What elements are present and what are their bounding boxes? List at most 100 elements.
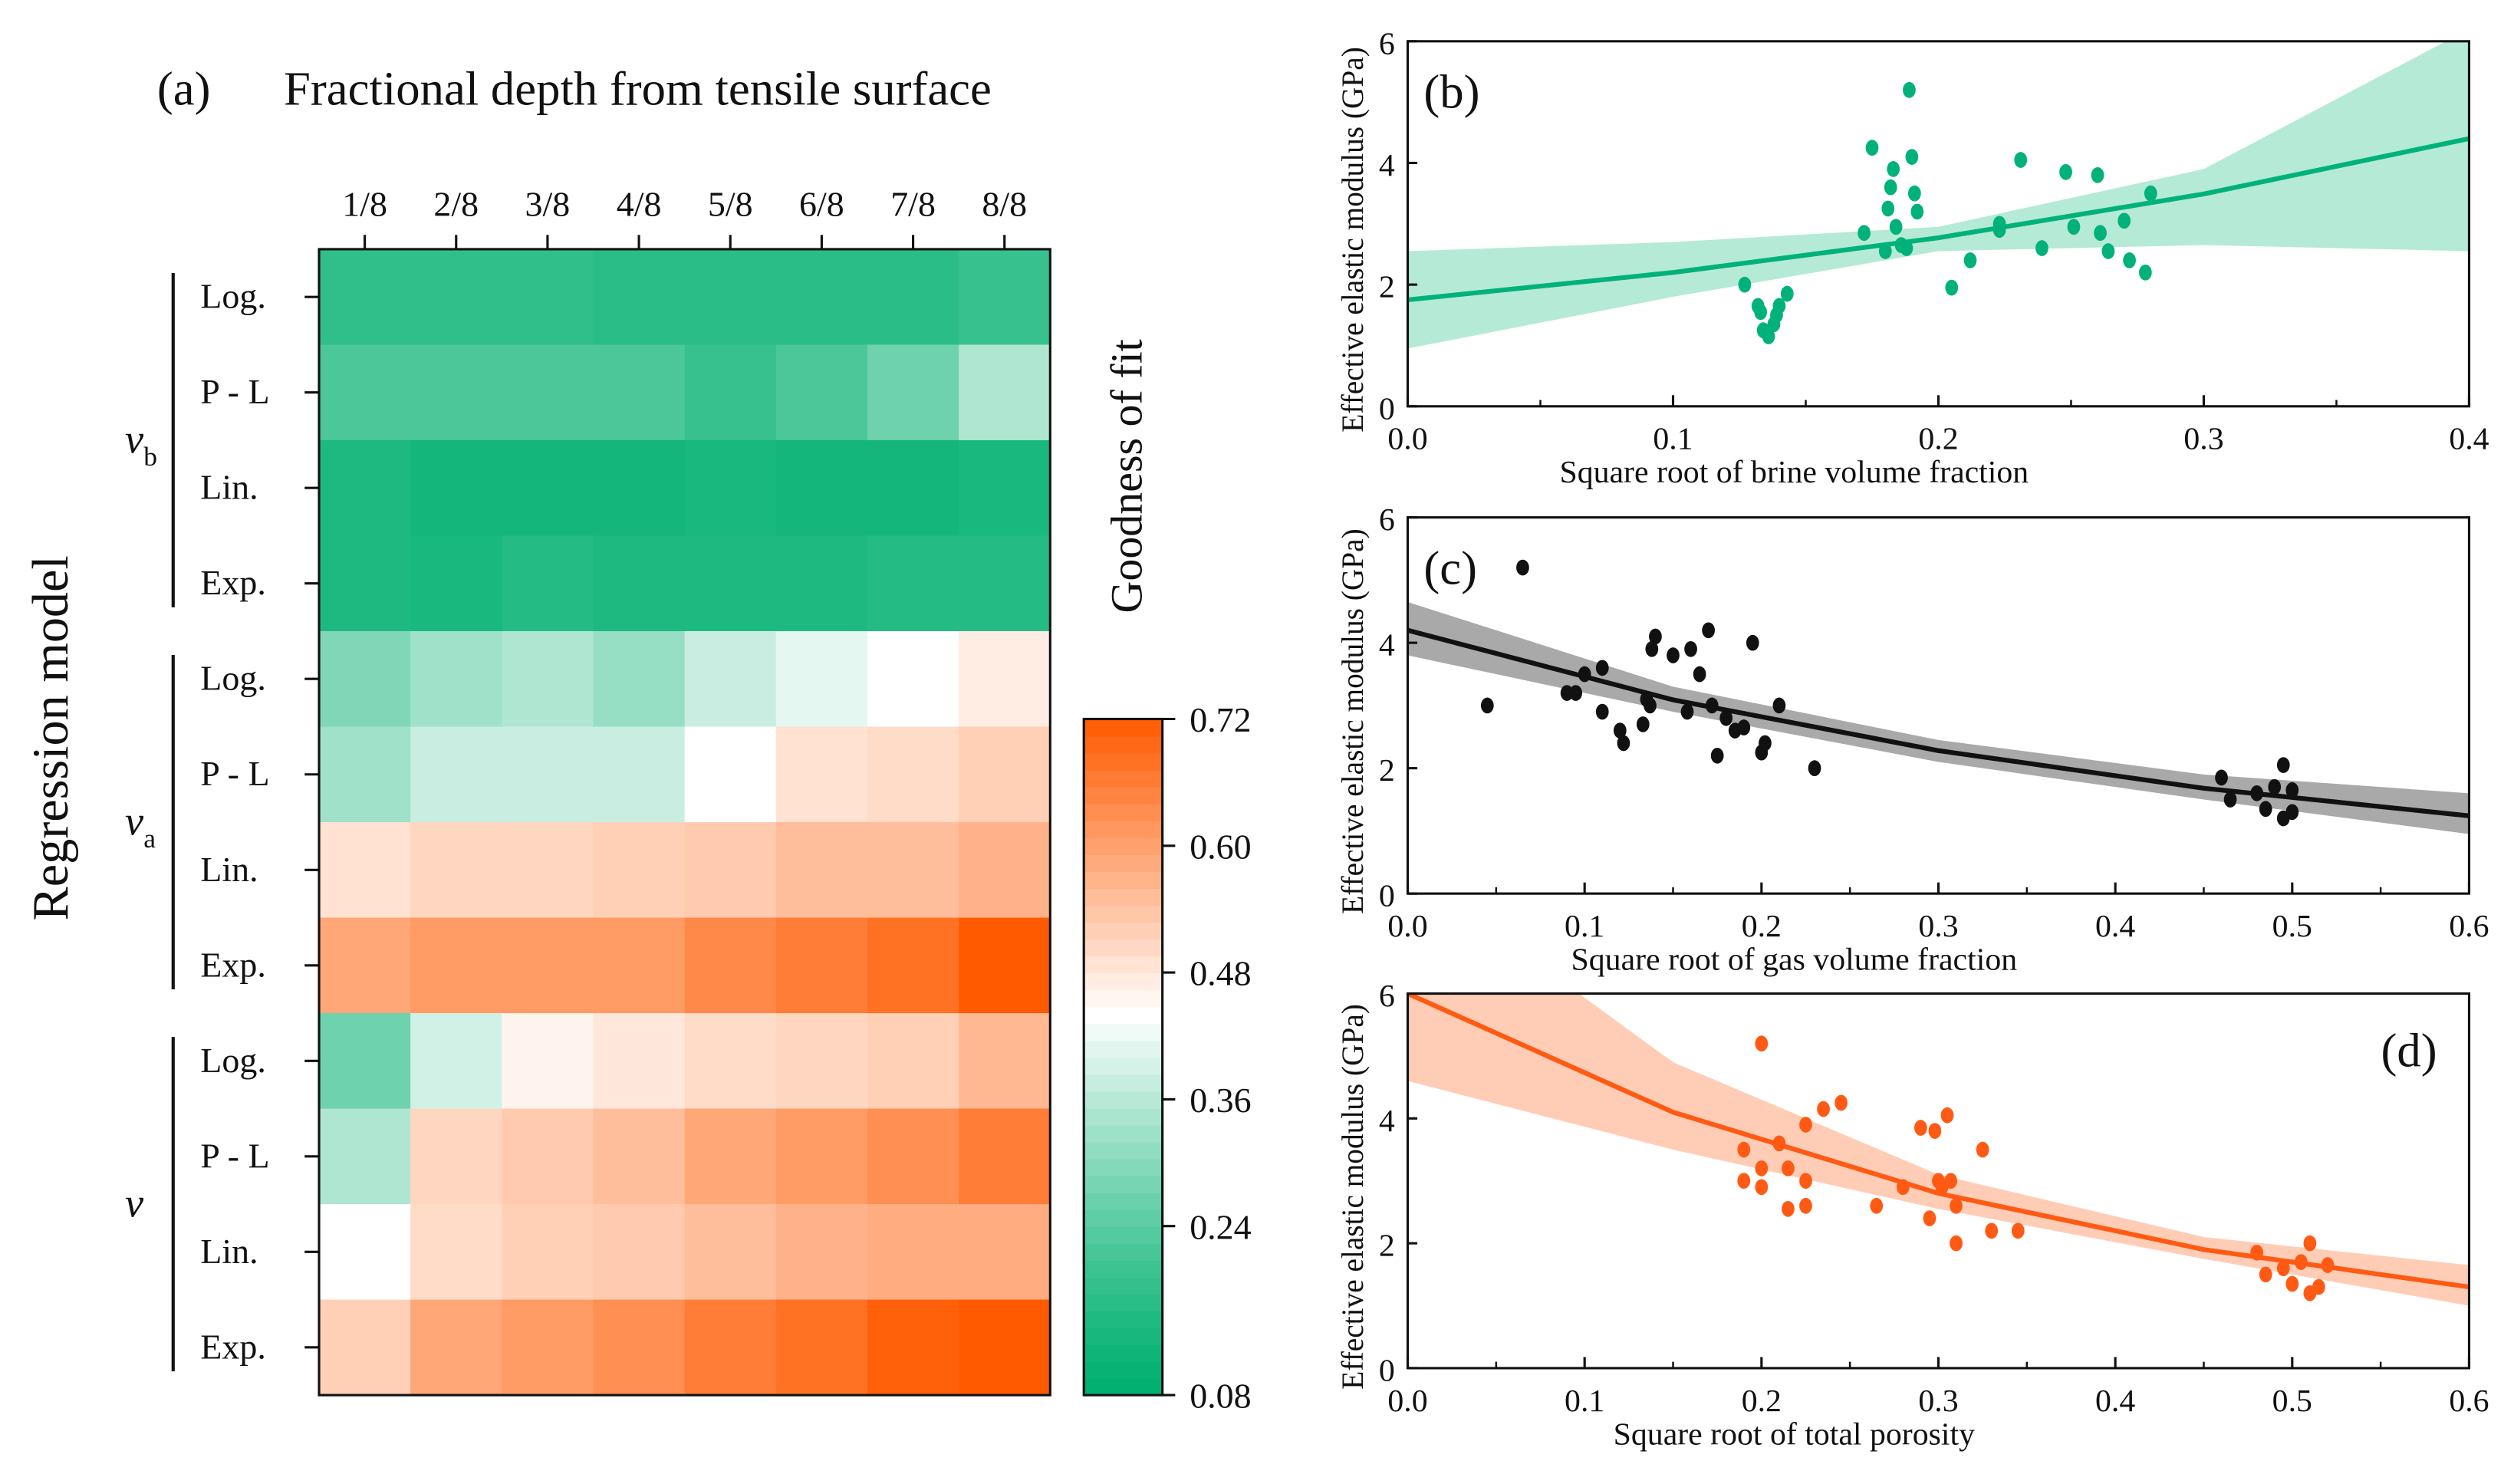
- colorbar-segment: [1084, 939, 1163, 957]
- data-point: [2215, 769, 2228, 786]
- column-tick-label: 3/8: [525, 185, 571, 224]
- group-label: v: [125, 1180, 143, 1226]
- heatmap-cell: [775, 1204, 869, 1301]
- data-point: [1719, 709, 1733, 726]
- data-point: [1914, 1120, 1927, 1136]
- heatmap-cell: [959, 917, 1051, 1015]
- heatmap-cell: [959, 344, 1051, 441]
- data-point: [1737, 719, 1751, 735]
- colorbar-segment: [1084, 1124, 1163, 1143]
- x-tick-label: 0.4: [2095, 908, 2135, 943]
- column-tick-label: 5/8: [708, 185, 753, 224]
- group-label: va: [125, 798, 156, 854]
- heatmap-cell: [502, 630, 594, 728]
- colorbar-segment: [1084, 1226, 1163, 1244]
- fit-curve: [1407, 136, 2470, 303]
- x-tick-label: 0.3: [2183, 421, 2223, 456]
- data-point: [1667, 647, 1680, 663]
- data-point: [2011, 1222, 2025, 1239]
- heatmap-cell: [502, 726, 594, 824]
- colorbar-segment: [1084, 1344, 1163, 1363]
- data-point: [1754, 304, 1768, 321]
- row-tick-label: Lin.: [200, 1232, 258, 1271]
- heatmap-cell: [867, 439, 960, 537]
- data-point: [1985, 1222, 1999, 1239]
- data-point: [1950, 1235, 1963, 1252]
- column-tick-label: 8/8: [982, 185, 1027, 224]
- colorbar-segment: [1084, 786, 1163, 805]
- heatmap-cell: [502, 1299, 594, 1397]
- data-point: [1645, 640, 1659, 657]
- heatmap-cell: [959, 1299, 1051, 1397]
- heatmap-cell: [684, 535, 777, 633]
- data-point: [1636, 716, 1650, 732]
- heatmap-cell: [959, 726, 1051, 824]
- data-point: [1746, 634, 1759, 651]
- heatmap-cell: [502, 1013, 594, 1110]
- heatmap-cell: [684, 630, 777, 728]
- heatmap-cell: [410, 1013, 503, 1110]
- heatmap-cell: [684, 726, 777, 824]
- colorbar-segment: [1084, 1293, 1163, 1311]
- y-tick-label: 0: [1379, 1353, 1395, 1388]
- data-point: [2067, 219, 2081, 235]
- data-point: [2059, 164, 2072, 180]
- scatter-panel-b: 0 2 4 6 0.0 0.1 0.2 0.3 0.4 Square root of brine …: [1336, 26, 2489, 490]
- heatmap-cell: [410, 1108, 503, 1206]
- colorbar-segment: [1084, 1310, 1163, 1328]
- heatmap-cell: [867, 1204, 960, 1301]
- data-point: [1963, 252, 1977, 268]
- data-point: [2123, 252, 2136, 268]
- data-point: [1780, 285, 1794, 302]
- data-point: [1705, 697, 1719, 714]
- heatmap-cell: [319, 917, 412, 1015]
- heatmap-cell: [502, 535, 594, 633]
- colorbar-segment: [1084, 1091, 1163, 1109]
- colorbar-segment: [1084, 989, 1163, 1008]
- data-point: [2276, 1260, 2290, 1277]
- y-tick-label: 2: [1379, 269, 1395, 304]
- column-tick-label: 2/8: [433, 185, 479, 224]
- row-tick-label: Exp.: [200, 945, 266, 984]
- colorbar-segment: [1084, 1378, 1163, 1397]
- heatmap-cell: [684, 1108, 777, 1206]
- data-point: [1762, 328, 1775, 344]
- data-point: [1772, 697, 1786, 714]
- heatmap-cell: [319, 726, 412, 824]
- heatmap-cell: [593, 917, 686, 1015]
- data-point: [1817, 1101, 1830, 1117]
- data-point: [1992, 216, 2006, 232]
- row-tick-label: Exp.: [200, 1328, 266, 1367]
- data-point: [2014, 152, 2028, 168]
- colorbar-segment: [1084, 735, 1163, 754]
- panel-label: (d): [2381, 1025, 2437, 1078]
- panel-label: (c): [1423, 542, 1477, 595]
- data-point: [1755, 1160, 1769, 1176]
- y-axis-label: Effective elastic modulus (GPa): [1336, 1004, 1370, 1390]
- y-tick-label: 2: [1379, 1228, 1395, 1263]
- colorbar-tick-label: 0.72: [1190, 700, 1251, 739]
- data-point: [2144, 185, 2157, 202]
- heatmap-cell: [410, 439, 503, 537]
- heatmap-cell: [775, 439, 869, 537]
- colorbar-segment: [1084, 803, 1163, 821]
- colorbar-segment: [1084, 1259, 1163, 1278]
- heatmap-cell: [593, 535, 686, 633]
- heatmap-cell: [319, 1013, 412, 1110]
- y-tick-label: 0: [1379, 878, 1395, 913]
- heatmap-cell: [684, 1013, 777, 1110]
- data-point: [1905, 149, 1919, 165]
- column-tick-label: 4/8: [617, 185, 662, 224]
- colorbar-segment: [1084, 837, 1163, 855]
- panel-label-a: (a): [157, 63, 211, 116]
- heatmap-cell: [410, 917, 503, 1015]
- heatmap-cell: [410, 344, 503, 441]
- data-point: [1896, 1179, 1910, 1196]
- x-tick-label: 0.2: [1742, 1383, 1782, 1418]
- x-axis-label: Square root of total porosity: [1614, 1416, 1976, 1451]
- data-point: [2303, 1235, 2317, 1252]
- data-point: [1945, 279, 1959, 296]
- heatmap-cell: [593, 439, 686, 537]
- data-point: [2035, 240, 2048, 256]
- heatmap-cell: [502, 439, 594, 537]
